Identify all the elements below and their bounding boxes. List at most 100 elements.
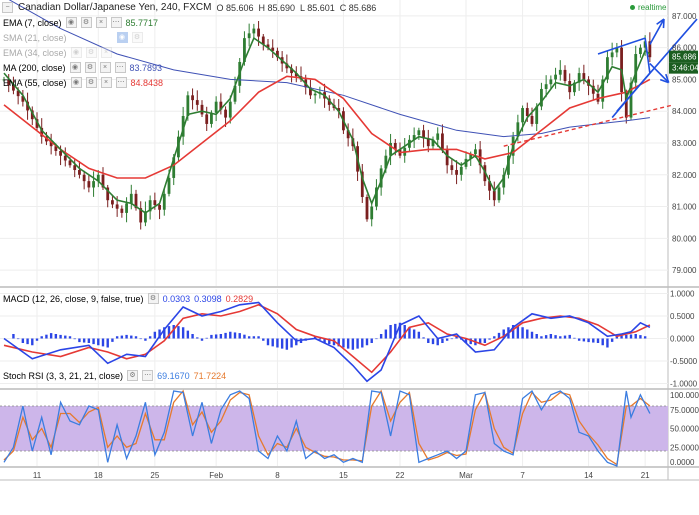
candle-body: [167, 177, 171, 194]
candle-body: [497, 187, 501, 201]
macd-histogram-bar: [120, 335, 124, 339]
close-icon[interactable]: ×: [99, 62, 111, 73]
candle-body: [144, 211, 147, 223]
macd-histogram-bar: [412, 329, 416, 339]
macd-histogram-bar: [40, 336, 43, 339]
macd-histogram-bar: [247, 336, 251, 339]
settings-icon[interactable]: ⚙: [85, 77, 97, 88]
macd-histogram-bar: [238, 333, 241, 339]
candle-body: [49, 141, 53, 147]
legend-stoch-d-value: 71.7224: [193, 370, 227, 381]
visibility-eye-icon[interactable]: ◉: [70, 77, 82, 88]
candle-body: [445, 149, 449, 166]
close-icon[interactable]: ×: [100, 77, 112, 88]
macd-histogram-bar: [163, 327, 166, 339]
macd-histogram-bar: [243, 334, 246, 339]
more-icon[interactable]: ⋯: [142, 370, 154, 381]
visibility-eye-icon[interactable]: ◉: [70, 47, 82, 58]
macd-histogram-bar: [210, 334, 213, 339]
macd-tick: -0.5000: [670, 357, 698, 366]
candle-body: [106, 187, 110, 201]
legend-macd[interactable]: MACD (12, 26, close, 9, false, true) ⚙ 0…: [3, 293, 253, 304]
collapse-icon[interactable]: −: [2, 2, 13, 13]
macd-histogram-bar: [497, 332, 501, 339]
hidden-eye-icon[interactable]: ◉: [116, 32, 128, 43]
legend-hist-value: 0.2829: [225, 293, 254, 304]
macd-histogram-bar: [328, 338, 331, 345]
high-value: H 85.690: [258, 2, 296, 13]
macd-histogram-bar: [615, 336, 619, 339]
candle-body: [247, 33, 251, 39]
legend-hidden-1[interactable]: SMA (21, close) ◉ ⚙: [3, 32, 143, 43]
legend-ma200[interactable]: MA (200, close) ◉ ⚙ × ⋯ 83.7893: [3, 62, 162, 73]
macd-histogram-bar: [436, 338, 439, 346]
candle-body: [181, 115, 185, 137]
candle-body: [54, 146, 58, 151]
macd-histogram-bar: [78, 338, 81, 343]
candle-body: [648, 41, 652, 58]
realtime-label: realtime: [638, 3, 667, 12]
countdown-tag-label: 3:46:04: [672, 64, 699, 73]
macd-histogram-bar: [384, 329, 388, 339]
macd-histogram-bar: [488, 338, 491, 340]
settings-icon[interactable]: ⚙: [85, 47, 97, 58]
macd-histogram-bar: [280, 338, 284, 349]
candle-body: [610, 52, 614, 58]
settings-icon[interactable]: ⚙: [84, 62, 96, 73]
macd-histogram-bar: [592, 338, 595, 343]
candle-body: [563, 69, 567, 82]
candle-body: [134, 193, 138, 209]
time-tick-label: Mar: [459, 471, 473, 480]
candle-body: [384, 155, 388, 169]
candle-body: [606, 57, 609, 80]
candle-body: [205, 114, 209, 124]
main-price-tick: 82.000: [672, 171, 697, 180]
macd-histogram-bar: [12, 334, 15, 339]
settings-icon[interactable]: ⚙: [127, 370, 139, 381]
legend-ema7[interactable]: EMA (7, close) ◉ ⚙ × ⋯ 85.7717: [3, 17, 158, 28]
more-icon[interactable]: ⋯: [110, 17, 122, 28]
candle-body: [87, 181, 91, 188]
macd-histogram-bar: [408, 327, 411, 339]
macd-histogram-bar: [16, 338, 20, 340]
macd-histogram-bar: [521, 327, 524, 339]
legend-ema55[interactable]: EMA (55, close) ◉ ⚙ × ⋯ 84.8438: [3, 77, 163, 88]
close-icon[interactable]: ×: [100, 47, 112, 58]
settings-icon[interactable]: ⚙: [147, 293, 159, 304]
candle-body: [30, 110, 34, 120]
countdown-tag: [669, 62, 698, 74]
candle-body: [558, 69, 562, 75]
candle-body: [139, 208, 143, 223]
settings-icon[interactable]: ⚙: [80, 17, 92, 28]
settings-icon[interactable]: ⚙: [131, 32, 143, 43]
macd-histogram-bar: [502, 329, 505, 339]
macd-histogram-bar: [92, 338, 95, 345]
time-tick-label: 22: [396, 471, 405, 480]
macd-histogram-bar: [35, 338, 39, 341]
legend-hidden-2[interactable]: EMA (34, close) ◉ ⚙ ×: [3, 47, 112, 58]
candle-body: [573, 82, 576, 93]
candle-body: [431, 139, 435, 147]
macd-tick: -1.0000: [670, 380, 698, 389]
legend-stoch[interactable]: Stoch RSI (3, 3, 21, 21, close) ⚙ ⋯ 69.1…: [3, 370, 226, 381]
macd-histogram-bar: [601, 338, 604, 346]
more-icon[interactable]: ⋯: [114, 62, 126, 73]
symbol-title: Canadian Dollar/Japanese Yen, 240, FXCM: [18, 2, 212, 13]
target-arrow-shaft: [649, 62, 670, 84]
visibility-eye-icon[interactable]: ◉: [65, 17, 77, 28]
close-icon[interactable]: ×: [95, 17, 107, 28]
candle-body: [346, 130, 350, 139]
macd-histogram-bar: [610, 338, 614, 342]
legend-macd-value: 0.0303: [162, 293, 191, 304]
candle-body: [516, 122, 520, 137]
candle-body: [591, 85, 595, 94]
candle-body: [365, 197, 369, 220]
more-icon[interactable]: ⋯: [115, 77, 127, 88]
main-price-tick: 81.000: [672, 203, 697, 212]
macd-histogram-bar: [361, 338, 364, 348]
macd-histogram-bar: [271, 338, 274, 347]
visibility-eye-icon[interactable]: ◉: [69, 62, 81, 73]
macd-histogram-bar: [394, 323, 397, 339]
candle-body: [459, 166, 463, 175]
macd-histogram-bar: [370, 338, 373, 343]
